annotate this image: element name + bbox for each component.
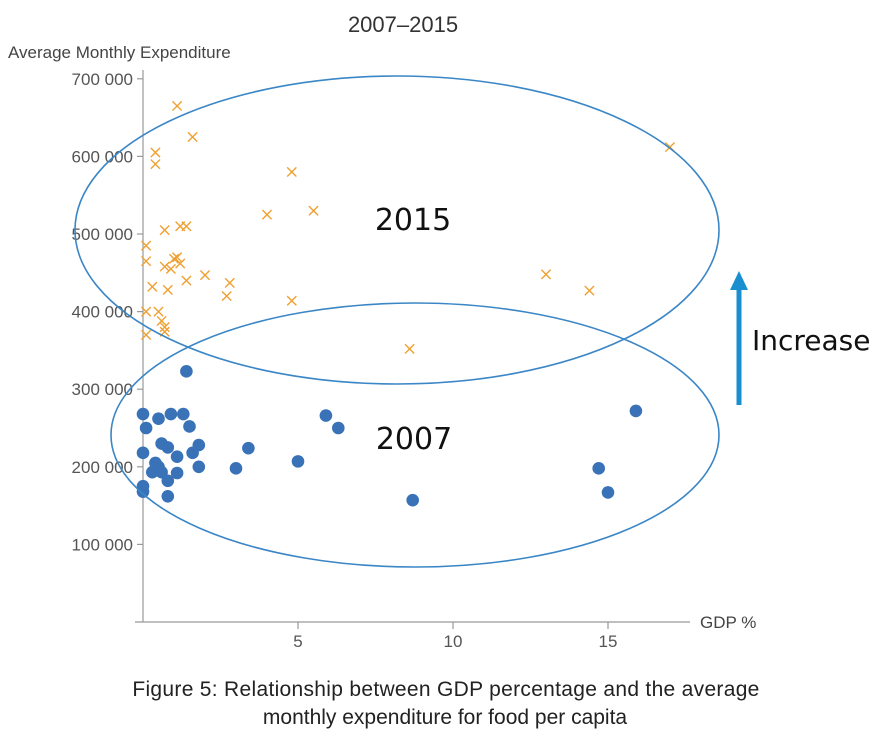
point-2007-dot — [183, 420, 196, 433]
point-2015-x — [175, 258, 186, 269]
chart-title: 2007–2015 — [348, 12, 458, 37]
y-axis-label: Average Monthly Expenditure — [8, 43, 231, 62]
point-2007-dot — [319, 409, 333, 422]
y-tick-label: 700 000 — [72, 70, 133, 89]
point-2007-dot — [186, 446, 199, 460]
x-tick-label: 5 — [293, 632, 302, 651]
point-2007-dot — [139, 421, 153, 435]
ellipse-2015 — [74, 75, 720, 385]
point-2007-dot — [242, 441, 255, 455]
point-2015-x — [308, 205, 319, 216]
point-2007-dot — [164, 407, 178, 421]
point-2015-x — [159, 261, 170, 272]
point-2007-dot — [192, 460, 206, 474]
x-axis-label: GDP % — [700, 613, 756, 632]
point-2015-x — [141, 240, 152, 251]
point-2015-x — [153, 306, 164, 317]
point-2015-x — [159, 225, 170, 236]
point-2015-x — [141, 256, 152, 267]
point-2015-x — [172, 100, 183, 112]
caption-line-2: monthly expenditure for food per capita — [262, 705, 628, 729]
caption-line-1: Figure 5: Relationship between GDP perce… — [132, 678, 760, 701]
series-2015 — [141, 100, 676, 354]
point-2015-x — [584, 285, 595, 296]
scatter-chart: 2007–2015 Average Monthly Expenditure GD… — [8, 12, 871, 651]
point-2015-x — [141, 306, 152, 317]
point-2007-dot — [170, 466, 184, 480]
point-2015-x — [165, 263, 176, 275]
point-2007-dot — [177, 407, 190, 421]
point-2007-dot — [146, 465, 159, 479]
point-2007-dot — [161, 441, 175, 454]
figure-caption: Figure 5: Relationship between GDP perce… — [0, 676, 890, 731]
point-2015-x — [224, 277, 235, 288]
point-2007-dot — [592, 462, 605, 475]
point-2007-dot — [332, 421, 345, 435]
point-2015-x — [261, 209, 273, 220]
y-tick-label: 300 000 — [72, 380, 133, 399]
increase-arrow — [730, 271, 748, 405]
ellipse-2007 — [110, 302, 720, 568]
point-2015-x — [181, 221, 192, 232]
point-2015-x — [150, 159, 161, 170]
point-2015-x — [286, 166, 297, 178]
increase-label: Increase — [752, 324, 871, 357]
point-2015-x — [168, 253, 180, 264]
point-2015-x — [172, 252, 183, 263]
x-tick-label: 15 — [599, 632, 618, 651]
y-tick-label: 600 000 — [72, 147, 133, 166]
ellipse-2007-label: 2007 — [376, 422, 452, 457]
point-2007-dot — [601, 486, 615, 499]
point-2015-x — [221, 290, 232, 302]
point-2007-dot — [152, 412, 165, 425]
point-2015-x — [147, 281, 158, 292]
y-tick-label: 100 000 — [72, 535, 133, 554]
point-2015-x — [156, 315, 167, 327]
point-2007-dot — [161, 489, 175, 503]
point-2015-x — [286, 295, 297, 306]
point-2007-dot — [136, 446, 150, 460]
series-2007 — [136, 365, 643, 507]
point-2015-x — [141, 329, 152, 340]
point-2007-dot — [136, 485, 150, 498]
point-2015-x — [540, 269, 552, 280]
point-2015-x — [162, 284, 173, 295]
point-2015-x — [159, 322, 170, 333]
point-2007-dot — [406, 493, 420, 507]
point-2007-dot — [170, 450, 184, 464]
point-2015-x — [199, 270, 211, 281]
point-2015-x — [404, 343, 415, 354]
point-2007-dot — [229, 462, 243, 475]
point-2007-dot — [161, 474, 175, 488]
point-2007-dot — [629, 404, 643, 418]
point-2007-dot — [180, 365, 193, 378]
ellipse-2015-label: 2015 — [375, 203, 451, 238]
x-ticks: 5 10 15 — [293, 622, 617, 651]
point-2007-dot — [291, 455, 305, 468]
y-tick-label: 500 000 — [72, 225, 133, 244]
point-2015-x — [187, 131, 198, 143]
point-2015-x — [150, 147, 161, 158]
point-2007-dot — [136, 407, 150, 421]
x-tick-label: 10 — [444, 632, 463, 651]
point-2015-x — [181, 275, 192, 286]
